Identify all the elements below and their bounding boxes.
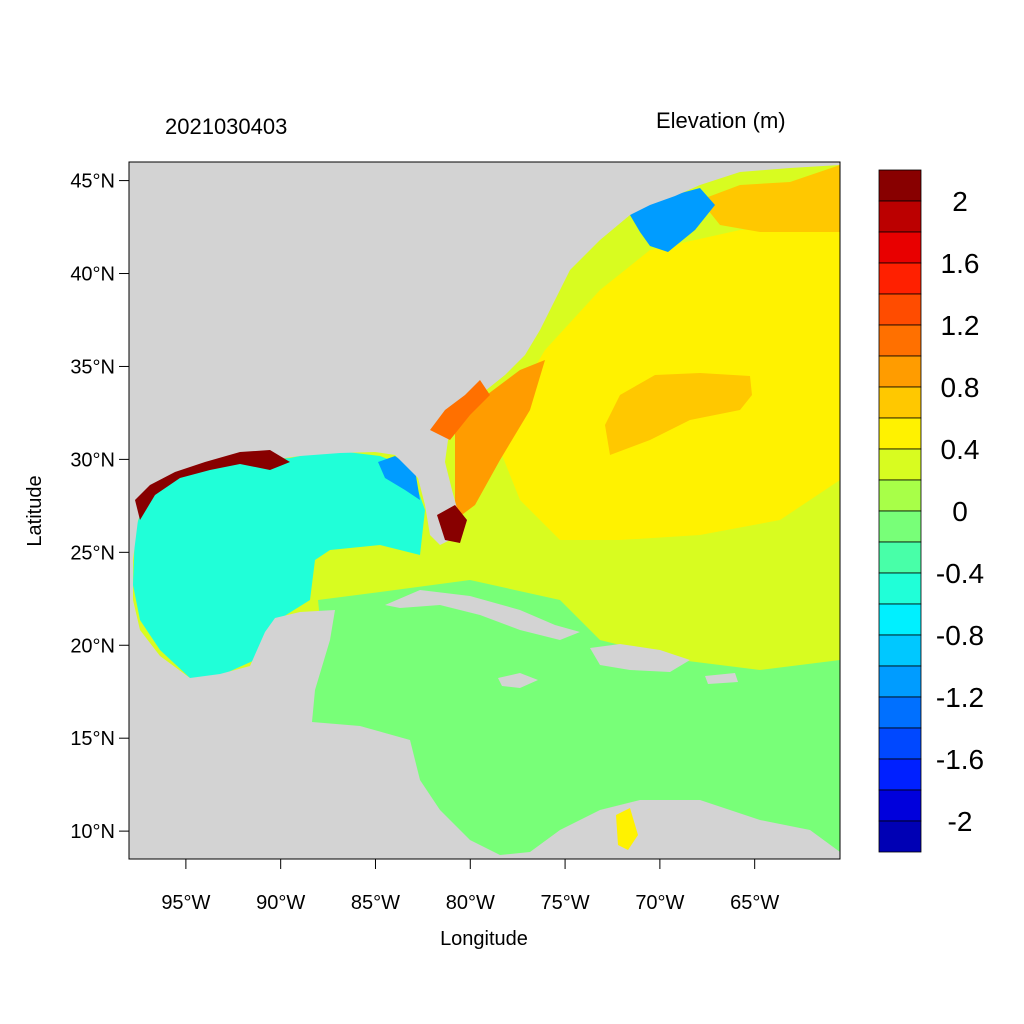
x-axis-title: Longitude [440,928,528,950]
colorbar-label: -0.4 [936,558,984,589]
y-axis-title: Latitude [24,475,46,546]
y-tick-label: 45°N [70,171,115,193]
variable-label: Elevation (m) [656,108,786,133]
x-tick-label: 85°W [351,892,400,914]
x-tick-label: 80°W [446,892,495,914]
longitude-ticks: 95°W 90°W 85°W 80°W 75°W 70°W 65°W [161,859,779,914]
x-tick-label: 95°W [161,892,210,914]
florida-surge [437,505,467,543]
colorbar-label: 0.8 [941,372,980,403]
y-tick-label: 10°N [70,821,115,843]
colorbar-label: -1.2 [936,682,984,713]
y-tick-label: 25°N [70,542,115,564]
colorbar-swatch [878,355,922,388]
latitude-ticks: 45°N 40°N 35°N 30°N 25°N 20°N 15°N 10°N [70,171,129,843]
elevation-colorbar [878,169,922,853]
land-mass [129,162,840,859]
colorbar-label: 1.6 [941,248,980,279]
gulf-of-mexico-field [133,450,425,678]
colorbar-swatch [878,510,922,543]
colorbar-swatch [878,572,922,605]
colorbar-swatch [878,200,922,233]
colorbar-swatch [878,479,922,512]
map-frame [128,161,841,860]
colorbar-swatch [878,448,922,481]
colorbar-label: -0.8 [936,620,984,651]
colorbar-swatch [878,789,922,822]
colorbar-swatch [878,262,922,295]
date-label: 2021030403 [165,114,287,139]
colorbar-swatch [878,634,922,667]
gulf-coast-surge [135,450,290,520]
puerto-rico [705,673,738,684]
colorbar-swatch [878,665,922,698]
colorbar-labels: 2 1.6 1.2 0.8 0.4 0 -0.4 -0.8 -1.2 -1.6 -2 [936,186,984,837]
jamaica [498,673,538,688]
y-tick-label: 40°N [70,264,115,286]
gulf-stream-band [455,360,545,520]
colorbar-swatch [878,727,922,760]
colorbar-swatch [878,324,922,357]
y-tick-label: 30°N [70,449,115,471]
cuba [385,590,580,640]
x-tick-label: 90°W [256,892,305,914]
hispaniola [590,644,690,672]
colorbar-swatch [878,169,922,202]
map-panel [129,162,840,859]
caribbean-islands [385,590,738,688]
colorbar-label: -1.6 [936,744,984,775]
colorbar-label: -2 [948,806,973,837]
colorbar-label: 0.4 [941,434,980,465]
colorbar-label: 2 [952,186,968,217]
venezuela-lake-field [616,808,638,850]
colorbar-swatch [878,758,922,791]
colorbar-swatch [878,820,922,853]
colorbar-swatch [878,603,922,636]
x-tick-label: 65°W [730,892,779,914]
northeast-shelf-field [700,165,840,232]
carolina-surge [430,380,490,440]
x-tick-label: 70°W [635,892,684,914]
colorbar-swatch [878,417,922,450]
y-tick-label: 20°N [70,635,115,657]
sargasso-bulge [605,373,752,455]
colorbar-swatch [878,231,922,264]
colorbar-swatch [878,541,922,574]
colorbar-label: 1.2 [941,310,980,341]
colorbar-swatch [878,696,922,729]
colorbar-swatch [878,386,922,419]
y-tick-label: 35°N [70,356,115,378]
colorbar-swatch [878,293,922,326]
colorbar-label: 0 [952,496,968,527]
y-tick-label: 15°N [70,728,115,750]
x-tick-label: 75°W [541,892,590,914]
